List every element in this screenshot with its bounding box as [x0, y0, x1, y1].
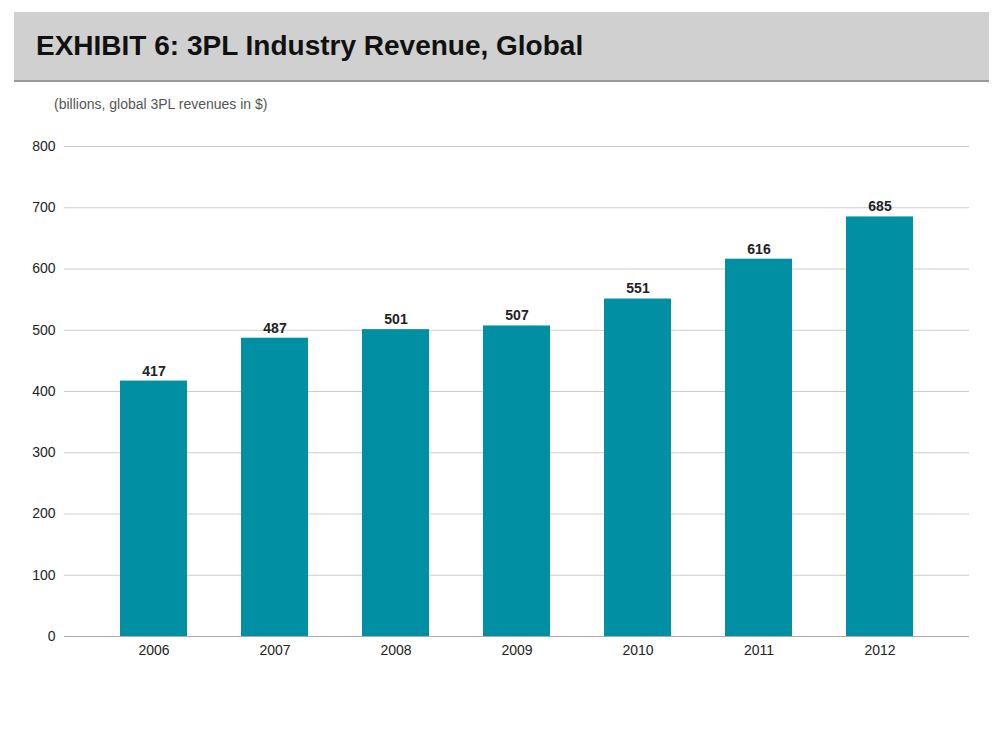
svg-text:0: 0	[48, 628, 56, 644]
svg-text:300: 300	[32, 444, 56, 460]
svg-text:100: 100	[32, 567, 56, 583]
svg-text:500: 500	[32, 322, 56, 338]
svg-text:501: 501	[384, 311, 408, 327]
svg-text:551: 551	[626, 280, 650, 296]
svg-text:507: 507	[505, 307, 529, 323]
svg-text:487: 487	[263, 320, 287, 336]
html-text:(billions, global 3PL revenues: (billions, global 3PL revenues in $)	[54, 96, 268, 112]
svg-text:400: 400	[32, 383, 56, 399]
svg-text:616: 616	[747, 241, 771, 257]
svg-text:600: 600	[32, 260, 56, 276]
svg-text:2009: 2009	[501, 642, 532, 658]
svg-text:200: 200	[32, 505, 56, 521]
svg-text:417: 417	[142, 363, 166, 379]
svg-text:700: 700	[32, 199, 56, 215]
html-text:EXHIBIT 6: 3PL Industry Revenu: EXHIBIT 6: 3PL Industry Revenue, Global	[36, 30, 584, 61]
svg-text:2007: 2007	[259, 642, 290, 658]
svg-text:2011: 2011	[744, 642, 774, 658]
svg-text:685: 685	[868, 198, 892, 214]
svg-text:2008: 2008	[380, 642, 411, 658]
svg-text:2010: 2010	[622, 642, 653, 658]
svg-text:2006: 2006	[138, 642, 169, 658]
svg-text:2012: 2012	[864, 642, 895, 658]
svg-text:800: 800	[32, 138, 56, 154]
